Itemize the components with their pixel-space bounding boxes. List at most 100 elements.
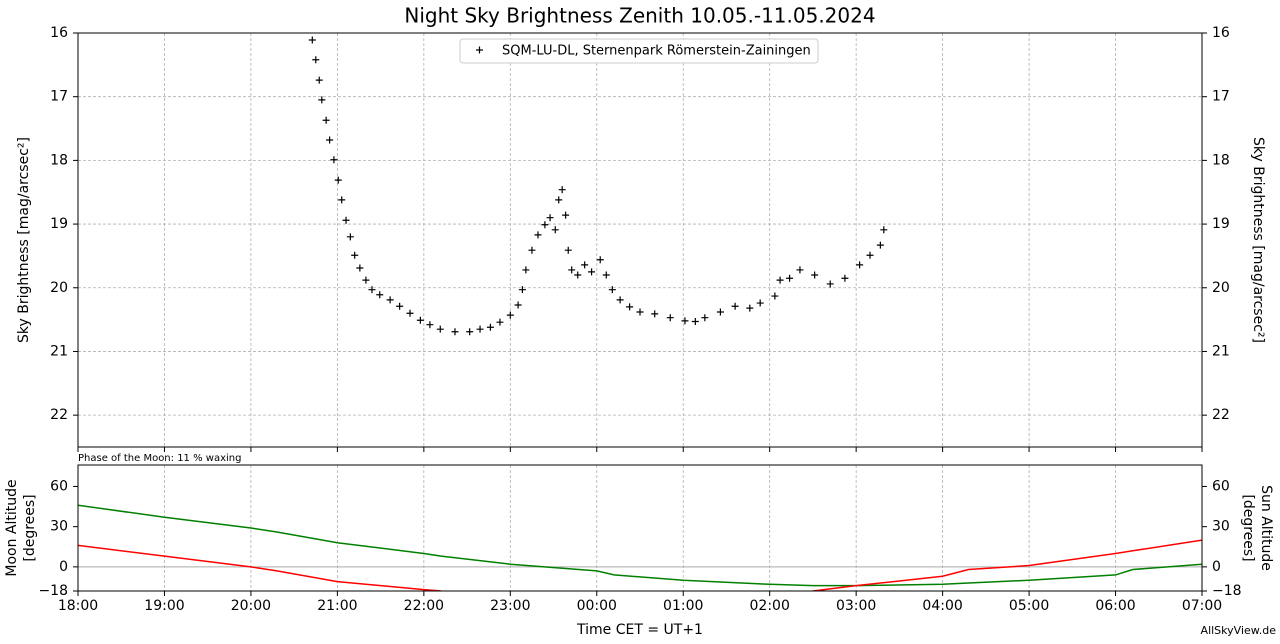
data-point [701, 314, 709, 322]
x-tick-label: 20:00 [231, 598, 271, 614]
y-tick-label: 17 [50, 89, 68, 105]
data-point [376, 291, 384, 299]
data-point [771, 292, 779, 300]
data-point [564, 246, 572, 254]
data-point [811, 271, 819, 279]
y-tick-label: 30 [50, 519, 68, 535]
data-point [786, 274, 794, 282]
data-point [546, 214, 554, 222]
data-point [856, 261, 864, 269]
plot-area [78, 504, 1202, 591]
data-point [330, 156, 338, 164]
x-tick-label: 23:00 [490, 598, 530, 614]
data-point [776, 276, 784, 284]
y-axis-label-right: Sky Brightness [mag/arcsec²] [1250, 137, 1266, 343]
data-point [666, 314, 674, 322]
data-point [342, 216, 350, 224]
data-point [496, 318, 504, 326]
credit: AllSkyView.de [1201, 624, 1277, 637]
data-point [616, 296, 624, 304]
annotation: Phase of the Moon: 11 % waxing [78, 453, 241, 464]
data-point [731, 302, 739, 310]
data-point [746, 304, 754, 312]
data-point [514, 301, 522, 309]
data-point [436, 325, 444, 333]
x-tick-label: 07:00 [1182, 598, 1222, 614]
y-tick-label: 19 [1212, 216, 1230, 232]
y2-axis-label: Sun Altitude [1258, 485, 1274, 571]
y-axis-label: Moon Altitude [4, 479, 20, 576]
y-tick-label: 0 [59, 559, 68, 575]
y-tick-label: 20 [1212, 280, 1230, 296]
y-axis-label: [degrees] [22, 494, 38, 561]
y-tick-label: 18 [50, 152, 68, 168]
data-point [315, 76, 323, 84]
data-point [322, 116, 330, 124]
data-point [626, 303, 634, 311]
data-point [534, 231, 542, 239]
data-point [558, 186, 566, 194]
data-point [574, 271, 582, 279]
x-tick-label: 22:00 [404, 598, 444, 614]
legend-label: SQM-LU-DL, Sternenpark Römerstein-Zainin… [502, 44, 811, 59]
y-tick-label: −18 [1212, 583, 1242, 599]
data-point [346, 233, 354, 241]
data-point [588, 268, 596, 276]
x-tick-label: 18:00 [58, 598, 98, 614]
y-tick-label: 21 [50, 343, 68, 359]
data-point [338, 196, 346, 204]
data-point [334, 176, 342, 184]
x-tick-label: 03:00 [836, 598, 876, 614]
y-tick-label: 22 [1212, 407, 1230, 423]
data-point [636, 308, 644, 316]
data-point [796, 266, 804, 274]
data-point [826, 280, 834, 288]
plot-frame [77, 464, 1203, 592]
data-point [602, 271, 610, 279]
x-tick-label: 00:00 [577, 598, 617, 614]
data-point [841, 274, 849, 282]
data-point [555, 196, 563, 204]
data-point [416, 316, 424, 324]
data-point [518, 286, 526, 294]
data-point [756, 299, 764, 307]
y2-axis-label: [degrees] [1240, 494, 1256, 561]
y-tick-label: 16 [1212, 25, 1230, 41]
data-point [568, 266, 576, 274]
y-tick-label: 0 [1212, 559, 1221, 575]
data-point [476, 325, 484, 333]
plot-frame [77, 32, 1203, 448]
data-point [426, 321, 434, 329]
y-tick-label: 20 [50, 280, 68, 296]
y-tick-label: 18 [1212, 152, 1230, 168]
y-tick-label: 22 [50, 407, 68, 423]
data-point [368, 286, 376, 294]
x-axis-label: Time CET = UT+1 [576, 622, 703, 638]
data-point [362, 276, 370, 284]
data-point [351, 251, 359, 259]
y-axis-label: Sky Brightness [mag/arcsec²] [16, 137, 32, 343]
data-point [356, 264, 364, 272]
x-tick-label: 01:00 [663, 598, 703, 614]
data-point [551, 226, 559, 234]
data-point [608, 286, 616, 294]
x-tick-label: 02:00 [750, 598, 790, 614]
x-tick-label: 21:00 [317, 598, 357, 614]
data-point [596, 256, 604, 264]
y-tick-label: 16 [50, 25, 68, 41]
data-point [486, 323, 494, 331]
data-point [541, 221, 549, 229]
y-tick-label: 60 [1212, 478, 1230, 494]
data-point [386, 296, 394, 304]
data-point [506, 311, 514, 319]
x-tick-label: 05:00 [1009, 598, 1049, 614]
series-line [78, 539, 1202, 591]
legend-marker [476, 46, 483, 54]
data-point [406, 309, 414, 317]
x-tick-label: 04:00 [922, 598, 962, 614]
data-point [466, 328, 474, 336]
data-point [326, 136, 334, 144]
data-point [522, 266, 530, 274]
y-tick-label: 17 [1212, 89, 1230, 105]
